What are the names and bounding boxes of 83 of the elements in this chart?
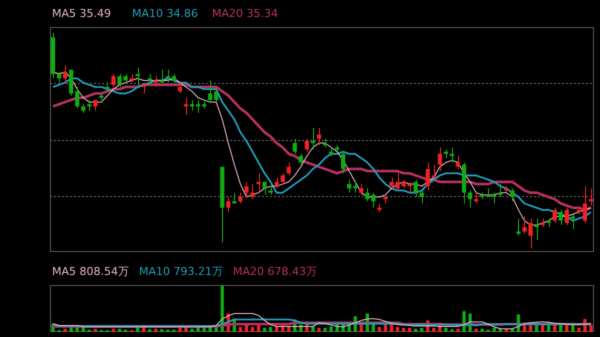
candlestick — [558, 209, 563, 226]
candlestick — [588, 188, 594, 206]
bar — [160, 329, 164, 332]
candlestick — [564, 207, 569, 226]
candlestick — [365, 188, 370, 202]
bar — [474, 328, 478, 332]
bar — [154, 328, 158, 332]
candlestick — [528, 218, 533, 250]
candlestick — [232, 192, 236, 204]
candlestick — [298, 153, 303, 166]
candlestick — [262, 181, 267, 196]
candlestick — [244, 181, 249, 198]
candlestick — [190, 99, 194, 112]
candlestick — [498, 184, 502, 198]
bar — [450, 329, 454, 332]
candlestick — [371, 192, 376, 208]
candlestick — [87, 99, 92, 112]
bar — [420, 328, 424, 332]
candlestick — [250, 184, 255, 200]
candlestick — [136, 67, 140, 88]
candlestick — [522, 216, 527, 234]
bar — [577, 328, 581, 332]
bar — [402, 328, 406, 332]
text: MA20 678.43万 — [233, 264, 317, 278]
candlestick — [160, 69, 164, 84]
candlestick — [184, 97, 188, 116]
bar — [63, 328, 67, 332]
text: MA10 34.86 — [132, 6, 198, 20]
bar — [142, 326, 146, 332]
candlestick — [570, 214, 575, 230]
bar — [444, 328, 448, 332]
candlestick — [111, 74, 116, 88]
candlestick — [468, 190, 472, 208]
text: MA10 793.21万 — [139, 264, 223, 278]
candlestick — [474, 192, 478, 204]
candlestick — [178, 82, 182, 94]
candlestick — [341, 151, 346, 174]
bar — [268, 326, 272, 332]
text: MA5 35.49 — [52, 6, 112, 20]
bar — [480, 328, 484, 332]
candlestick — [304, 138, 310, 152]
candlestick — [552, 207, 557, 224]
candlestick — [292, 138, 297, 154]
candlestick — [62, 64, 68, 84]
bar — [275, 326, 278, 332]
bar — [148, 329, 152, 332]
bar — [408, 328, 412, 332]
candlestick — [56, 71, 62, 84]
bar — [492, 328, 496, 332]
candlestick — [395, 172, 400, 192]
candlestick — [196, 99, 200, 114]
candlestick — [359, 184, 364, 196]
candlestick — [238, 192, 243, 204]
candlestick — [582, 186, 588, 224]
bar — [414, 328, 418, 332]
candlestick — [166, 69, 170, 84]
candlestick — [274, 177, 279, 189]
bar — [287, 326, 290, 332]
bar — [94, 328, 97, 332]
candlestick — [117, 74, 122, 88]
candlestick — [280, 172, 285, 185]
candlestick — [420, 190, 424, 204]
bar — [202, 328, 206, 332]
bar — [238, 326, 242, 332]
bar — [208, 326, 212, 332]
candlestick — [414, 179, 418, 198]
text: MA20 35.34 — [212, 6, 278, 20]
bar — [196, 326, 200, 332]
bar — [136, 328, 140, 332]
bar — [384, 324, 388, 332]
candlestick — [142, 82, 146, 94]
text: MA5 808.54万 — [52, 264, 129, 278]
candlestick — [148, 74, 152, 86]
candlestick — [286, 162, 291, 176]
bar — [565, 326, 568, 332]
bar — [432, 328, 436, 332]
candlestick — [510, 188, 515, 202]
bar — [528, 326, 532, 332]
candlestick — [456, 156, 460, 170]
candlestick — [438, 146, 442, 172]
candlestick — [154, 76, 158, 88]
candlestick — [226, 196, 230, 213]
candlestick — [408, 181, 412, 194]
